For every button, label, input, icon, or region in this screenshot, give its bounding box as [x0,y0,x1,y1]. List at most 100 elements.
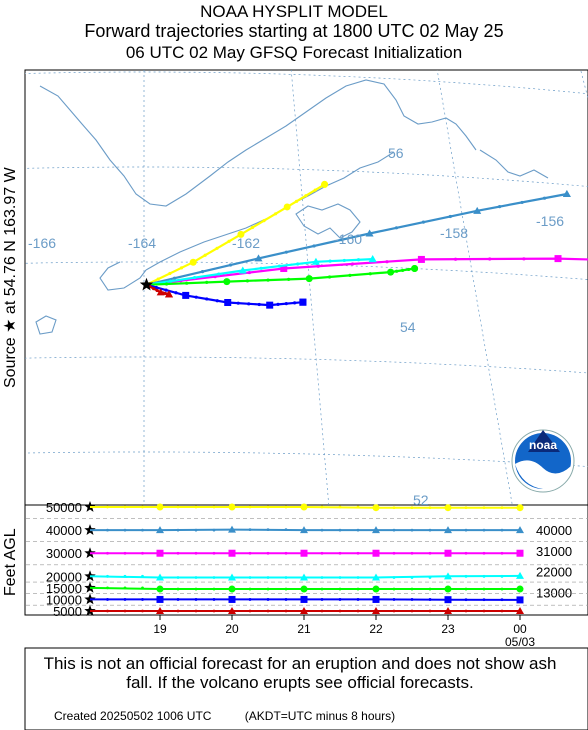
trajectory-marker-40000 [473,206,482,214]
height-hour-dot [284,551,288,555]
height-marker-10000 [300,595,308,603]
height-hour-dot [284,505,288,509]
height-hour-dot [106,528,109,532]
height-hour-dot [482,609,486,613]
trajectory-hour-dot [296,262,300,266]
trajectory-hour-dot [356,258,361,262]
height-hour-dot [410,528,414,532]
trajectory-hour-dot [407,267,411,272]
trajectory-hour-dot [277,264,281,268]
trajectory-hour-dot [154,285,158,290]
height-hour-dot [266,505,270,509]
height-hour-dot [123,551,127,555]
height-hour-dot [320,598,324,601]
height-hour-dot [284,528,288,532]
height-marker-20000 [372,573,380,581]
height-marker-15000 [228,585,236,593]
trajectory-marker-30000 [554,255,562,263]
trajectory-hour-dot [205,280,209,285]
height-hour-dot [141,551,144,555]
height-hour-dot [500,598,504,602]
trajectory-marker-10000 [224,299,232,306]
height-hour-dot [356,551,360,555]
height-marker-15000 [516,585,524,593]
disclaimer-notice: This is not an official forecast for an … [43,654,557,692]
height-tick-label-left: 10000 [46,592,82,607]
height-hour-dot [141,609,144,613]
trajectory-hour-dot [284,250,288,254]
height-marker-40000 [516,526,524,534]
trajectory-hour-dot [316,264,320,268]
height-hour-dot [338,576,342,579]
parallel-line [0,0,588,50]
trajectory-hour-dot [168,271,172,276]
height-hour-dot [176,528,180,532]
height-hour-dot [392,506,396,510]
height-hour-dot [428,576,432,579]
trajectory-hour-dot [215,299,219,303]
height-hour-dot [464,551,468,555]
height-marker-40000 [444,526,452,534]
trajectory-hour-dot [313,188,317,192]
height-hour-dot [176,598,180,601]
trajectory-hour-dot [155,288,159,293]
height-marker-15000 [156,585,164,593]
height-hour-dot [482,574,486,578]
height-hour-dot [392,598,396,601]
height-hour-dot [428,528,432,532]
height-tick-label-left: 15000 [46,581,82,596]
height-x-tick-label: 20 [225,622,239,636]
height-hour-dot [123,586,127,590]
parallel-line [25,71,588,95]
height-hour-dot [392,587,396,591]
trajectory-hour-dot [200,270,205,274]
height-hour-dot [500,506,504,510]
height-hour-dot [428,587,432,591]
height-hour-dot [194,505,198,509]
height-marker-10000 [444,596,452,604]
height-marker-30000 [300,549,308,557]
height-marker-30000 [156,549,164,557]
height-hour-dot [212,576,216,579]
height-hour-dot [212,609,216,613]
trajectory-hour-dot [156,277,160,281]
height-hour-dot [338,609,342,613]
height-hour-dot [320,551,324,555]
height-hour-dot [410,576,414,579]
source-star [139,277,154,291]
trajectory-hour-dot [266,278,270,282]
height-tick-label-right: 13000 [536,586,572,601]
trajectory-hour-dot [185,281,189,285]
trajectory-marker-20000 [238,266,247,274]
height-hour-dot [482,528,486,532]
height-marker-40000 [372,526,380,534]
height-hour-dot [500,551,504,555]
height-hour-dot [392,528,396,532]
map-lat-label: 56 [388,145,404,161]
height-marker-50000 [156,503,164,511]
height-hour-dot [464,506,468,510]
height-hour-dot [106,574,109,578]
trajectory-hour-dot [151,287,156,291]
trajectory-hour-dot [179,266,184,270]
height-source-star [84,570,96,582]
height-marker-5000 [444,607,452,614]
trajectory-marker-50000 [237,230,245,238]
height-marker-40000 [156,526,164,534]
trajectory-hour-dot [213,275,217,279]
height-hour-dot [356,598,360,601]
trajectory-marker-30000 [280,264,288,272]
height-hour-dot [212,598,216,601]
chart-subtitle: Forward trajectories starting at 1800 UT… [84,21,504,41]
trajectory-hour-dot [287,277,291,281]
noaa-logo-bird [528,430,560,452]
height-hour-dot [194,598,198,601]
height-hour-dot [356,505,360,509]
trajectory-end-20000 [368,255,377,263]
trajectory-hour-dot [228,263,233,267]
height-x-tick-label: 22 [369,622,383,636]
height-marker-20000 [516,571,524,579]
height-hour-dot [194,551,198,555]
height-hour-dot [320,609,324,613]
trajectory-hour-dot [217,272,221,276]
